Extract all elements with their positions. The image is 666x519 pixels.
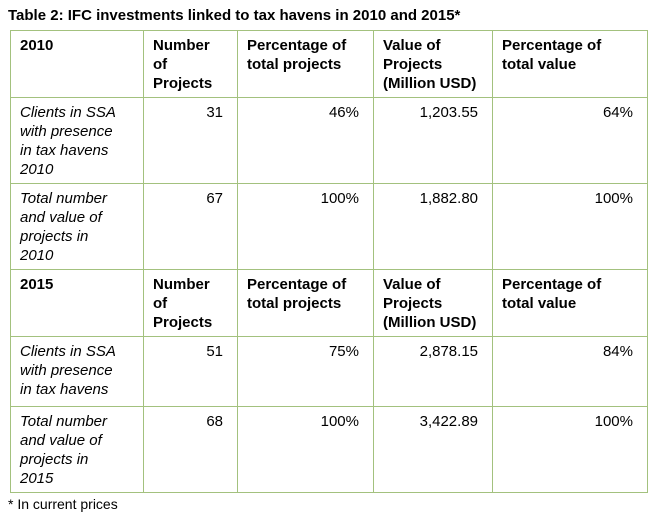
value-cell-pct-value: 100% — [492, 406, 648, 493]
value-cell-value-musd: 1,203.55 — [373, 97, 493, 184]
row-label-cell: Total number and value of projects in 20… — [10, 406, 144, 493]
table-row: Total number and value of projects in 20… — [10, 406, 648, 493]
table-row: 2015 Number of Projects Percentage of to… — [10, 269, 648, 337]
value-cell-value-musd: 2,878.15 — [373, 336, 493, 407]
value-cell-pct-projects: 100% — [237, 183, 374, 270]
header-year-2010: 2010 — [10, 30, 144, 98]
value-cell-num-projects: 31 — [143, 97, 238, 184]
table-row: Clients in SSA with presence in tax have… — [10, 97, 648, 184]
value-cell-pct-projects: 46% — [237, 97, 374, 184]
header-year-2015: 2015 — [10, 269, 144, 337]
ifc-investments-table: 2010 Number of Projects Percentage of to… — [10, 30, 648, 493]
table-title: Table 2: IFC investments linked to tax h… — [8, 7, 461, 24]
value-cell-pct-value: 100% — [492, 183, 648, 270]
header-number-of-projects: Number of Projects — [143, 30, 238, 98]
header-percentage-total-value: Percentage of total value — [492, 30, 648, 98]
row-label-cell: Clients in SSA with presence in tax have… — [10, 97, 144, 184]
table-row: Clients in SSA with presence in tax have… — [10, 336, 648, 407]
value-cell-pct-value: 64% — [492, 97, 648, 184]
value-cell-num-projects: 67 — [143, 183, 238, 270]
value-cell-value-musd: 1,882.80 — [373, 183, 493, 270]
value-cell-num-projects: 51 — [143, 336, 238, 407]
value-cell-pct-projects: 100% — [237, 406, 374, 493]
row-label-cell: Total number and value of projects in 20… — [10, 183, 144, 270]
value-cell-value-musd: 3,422.89 — [373, 406, 493, 493]
header-value-of-projects: Value of Projects (Million USD) — [373, 269, 493, 337]
row-label-cell: Clients in SSA with presence in tax have… — [10, 336, 144, 407]
header-percentage-total-projects: Percentage of total projects — [237, 269, 374, 337]
table-row: Total number and value of projects in 20… — [10, 183, 648, 270]
footnote: * In current prices — [8, 496, 118, 512]
header-number-of-projects: Number of Projects — [143, 269, 238, 337]
header-value-of-projects: Value of Projects (Million USD) — [373, 30, 493, 98]
header-percentage-total-projects: Percentage of total projects — [237, 30, 374, 98]
header-percentage-total-value: Percentage of total value — [492, 269, 648, 337]
value-cell-num-projects: 68 — [143, 406, 238, 493]
value-cell-pct-value: 84% — [492, 336, 648, 407]
value-cell-pct-projects: 75% — [237, 336, 374, 407]
table-row: 2010 Number of Projects Percentage of to… — [10, 30, 648, 98]
